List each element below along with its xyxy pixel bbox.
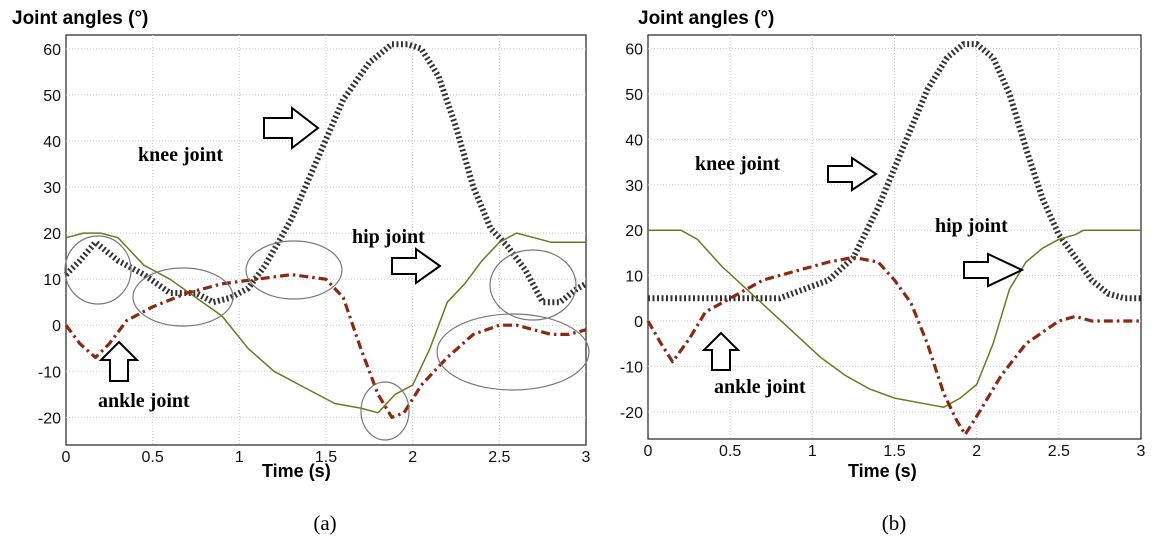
x-tick-label: 3 bbox=[582, 449, 591, 466]
x-tick-label: 1.5 bbox=[315, 449, 337, 466]
x-tick-label: 1 bbox=[235, 449, 244, 466]
series-line-knee-joint bbox=[648, 41, 1141, 302]
y-tick-label: 40 bbox=[43, 134, 61, 151]
y-tick-label: 0 bbox=[52, 318, 61, 335]
panel-a-ylabel: Joint angles (°) bbox=[12, 8, 148, 29]
highlight-circle bbox=[360, 381, 410, 441]
x-tick-label: 2 bbox=[972, 443, 981, 460]
y-tick-label: 30 bbox=[43, 180, 61, 197]
panel-b-yticks: -20 -10 0 10 20 30 40 50 60 bbox=[620, 42, 643, 422]
y-tick-label: 30 bbox=[625, 178, 643, 195]
panel-b-xticks: 0 0.5 1 1.5 2 2.5 3 bbox=[644, 443, 1146, 460]
y-tick-label: 20 bbox=[43, 226, 61, 243]
x-tick-label: 2 bbox=[408, 449, 417, 466]
highlight-circle bbox=[489, 249, 577, 321]
annotation-hip-joint: hip joint bbox=[352, 226, 425, 248]
annotation-hip-joint: hip joint bbox=[935, 215, 1008, 237]
arrow-right-icon bbox=[963, 252, 1025, 288]
panel-a-chart: Joint angles (°) 0 0.5 1 1.5 2 2.5 3 -20 -10 0 10… bbox=[12, 8, 591, 535]
panel-b-chart: Joint angles (°) 0 0.5 1 1.5 2 2.5 3 -20 -10 0 10… bbox=[620, 8, 1146, 535]
y-tick-label: 0 bbox=[634, 314, 643, 331]
highlight-circle bbox=[245, 240, 343, 300]
y-tick-label: 60 bbox=[625, 42, 643, 59]
arrow-right-icon bbox=[827, 156, 878, 192]
x-tick-label: 0 bbox=[62, 449, 71, 466]
highlight-circle bbox=[132, 267, 234, 327]
x-tick-label: 0.5 bbox=[719, 443, 741, 460]
series-line-hip-joint bbox=[65, 232, 586, 414]
series-line-ankle-joint bbox=[64, 273, 587, 419]
panel-a-xticks: 0 0.5 1 1.5 2 2.5 3 bbox=[62, 449, 591, 466]
y-tick-label: 10 bbox=[625, 269, 643, 286]
y-tick-label: -10 bbox=[38, 364, 61, 381]
highlight-circle bbox=[436, 313, 590, 391]
annotation-knee-joint: knee joint bbox=[138, 144, 223, 166]
y-tick-label: -20 bbox=[620, 405, 643, 422]
panel-b-xlabel: Time (s) bbox=[848, 461, 917, 481]
series-line-hip-joint bbox=[648, 229, 1141, 408]
arrow-up-icon bbox=[98, 340, 140, 382]
panel-a-yticks: -20 -10 0 10 20 30 40 50 60 bbox=[38, 42, 61, 428]
panel-a-caption: (a) bbox=[313, 511, 336, 535]
y-tick-label: -20 bbox=[38, 410, 61, 427]
arrow-right-icon bbox=[391, 247, 442, 285]
arrow-right-icon bbox=[263, 105, 320, 151]
y-tick-label: 40 bbox=[625, 132, 643, 149]
panel-a-highlight-circles bbox=[64, 235, 590, 441]
panel-a-grid bbox=[66, 35, 586, 445]
panel-a-series bbox=[63, 41, 588, 419]
annotation-ankle-joint: ankle joint bbox=[714, 376, 806, 398]
arrow-up-icon bbox=[701, 331, 741, 371]
y-tick-label: 50 bbox=[43, 88, 61, 105]
panel-b-caption: (b) bbox=[882, 511, 907, 535]
highlight-circle bbox=[64, 235, 132, 305]
x-tick-label: 1.5 bbox=[883, 443, 905, 460]
x-tick-label: 2.5 bbox=[488, 449, 510, 466]
series-line-knee-joint bbox=[63, 41, 588, 306]
y-tick-label: 20 bbox=[625, 223, 643, 240]
x-tick-label: 1 bbox=[808, 443, 817, 460]
y-tick-label: 10 bbox=[43, 272, 61, 289]
annotation-ankle-joint: ankle joint bbox=[98, 390, 190, 412]
panel-b-grid bbox=[648, 35, 1141, 439]
y-tick-label: -10 bbox=[620, 359, 643, 376]
panel-b-series bbox=[646, 41, 1141, 437]
panel-b-ylabel: Joint angles (°) bbox=[638, 8, 774, 29]
x-tick-label: 3 bbox=[1137, 443, 1146, 460]
x-tick-label: 0.5 bbox=[142, 449, 164, 466]
y-tick-label: 60 bbox=[43, 42, 61, 59]
annotation-knee-joint: knee joint bbox=[695, 153, 780, 175]
x-tick-label: 0 bbox=[644, 443, 653, 460]
y-tick-label: 50 bbox=[625, 87, 643, 104]
x-tick-label: 2.5 bbox=[1048, 443, 1070, 460]
panel-a-xlabel: Time (s) bbox=[262, 461, 331, 481]
